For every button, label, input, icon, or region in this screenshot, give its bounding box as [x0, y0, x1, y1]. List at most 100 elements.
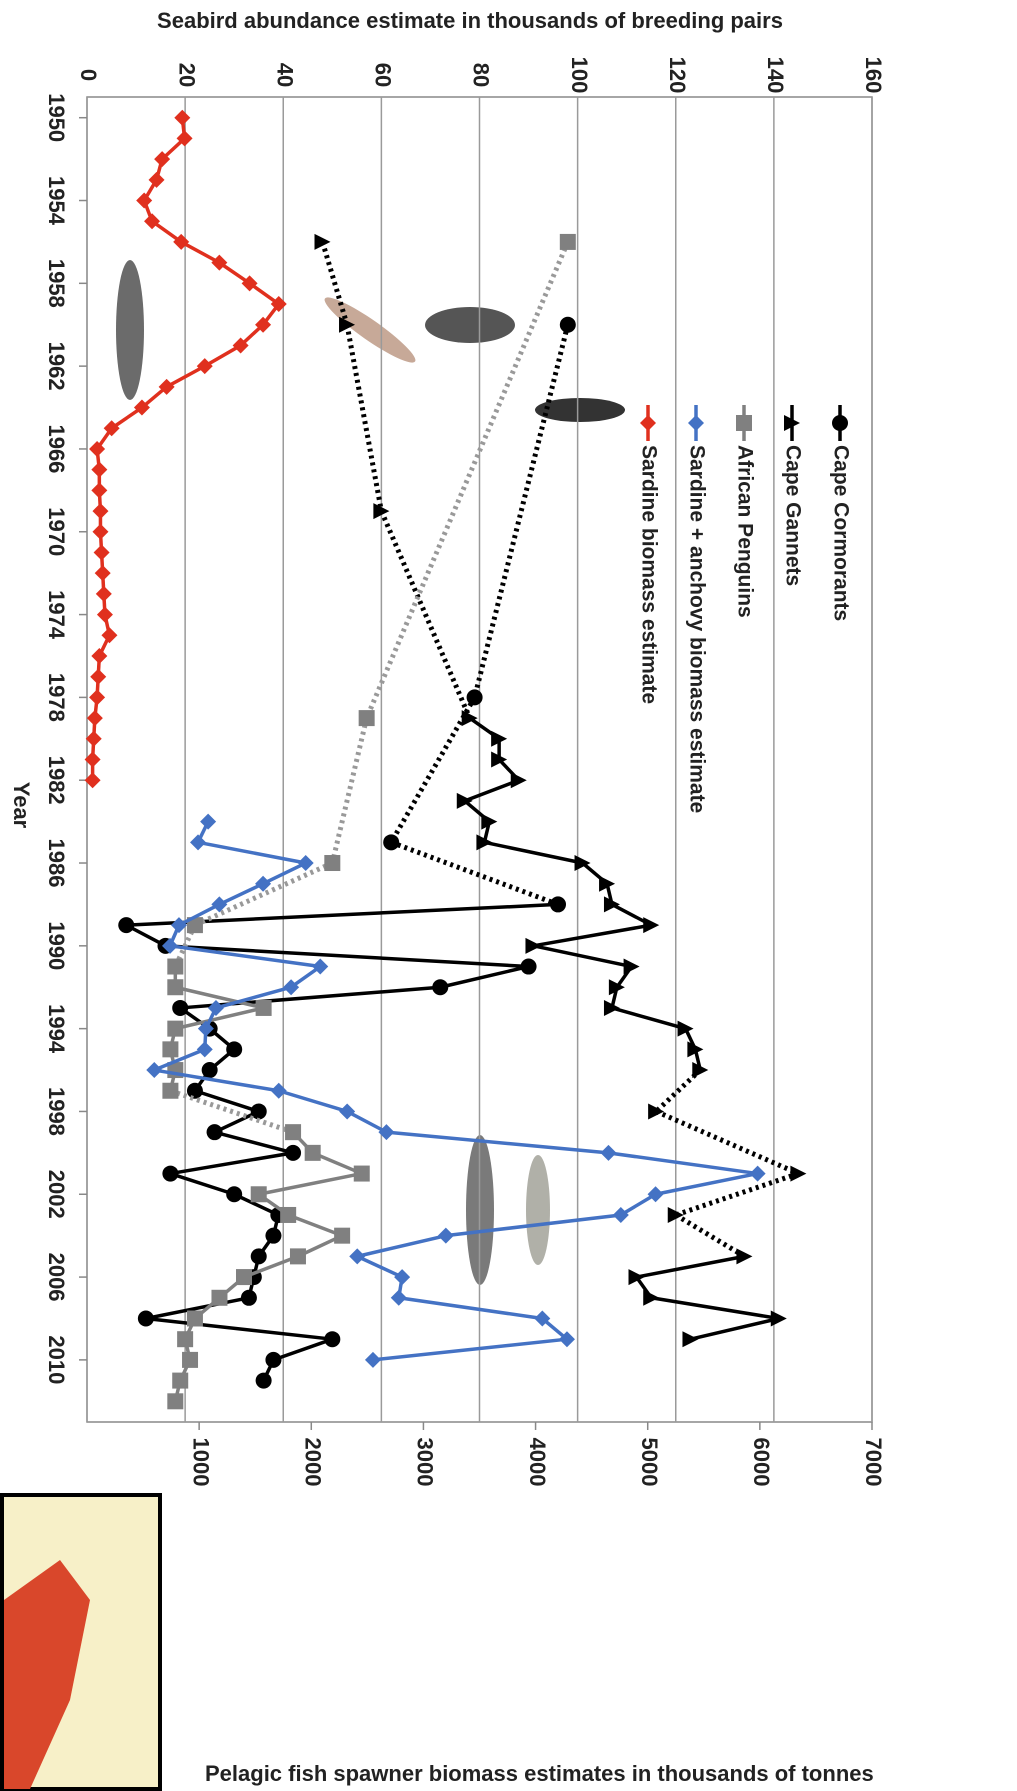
x-tick-label: 2010 — [44, 1335, 69, 1384]
data-point — [162, 1041, 178, 1057]
data-point — [95, 565, 111, 581]
line-segment — [612, 1008, 686, 1029]
data-point — [92, 503, 108, 519]
data-point — [324, 855, 340, 871]
plot-area: 0204060801001201401601000200030004000500… — [44, 57, 886, 1487]
dotted-line-segment — [475, 325, 568, 698]
y-tick-label: 100 — [567, 57, 592, 94]
data-point — [251, 1248, 267, 1264]
line-segment — [347, 1111, 386, 1132]
data-point — [87, 710, 103, 726]
data-point — [736, 1248, 752, 1264]
data-point — [94, 544, 110, 560]
data-point — [167, 979, 183, 995]
line-segment — [166, 946, 529, 967]
data-point — [365, 1352, 381, 1368]
line-segment — [465, 780, 519, 801]
line-segment — [621, 1194, 656, 1215]
data-point — [241, 1290, 257, 1306]
line-segment — [357, 1256, 402, 1277]
line-segment — [373, 1339, 567, 1360]
data-point — [648, 1186, 664, 1202]
data-point — [91, 462, 107, 478]
data-point — [643, 1290, 659, 1306]
x-axis-title: Year — [9, 782, 34, 829]
data-point — [226, 1041, 242, 1057]
data-point — [285, 1145, 301, 1161]
line-segment — [181, 242, 219, 263]
line-segment — [533, 925, 651, 946]
y-tick-label: 60 — [371, 63, 396, 87]
data-point — [648, 1103, 664, 1119]
y2-tick-label: 1000 — [188, 1438, 213, 1487]
data-point — [560, 234, 576, 250]
data-point — [432, 979, 448, 995]
data-point — [682, 1331, 698, 1347]
data-point — [101, 627, 117, 643]
data-point — [255, 876, 271, 892]
y-tick-label: 160 — [861, 57, 886, 94]
data-point — [624, 959, 640, 975]
data-point — [354, 1166, 370, 1182]
data-point — [265, 1228, 281, 1244]
data-point — [560, 317, 576, 333]
data-point — [305, 1145, 321, 1161]
data-point — [678, 1021, 694, 1037]
legend-label: Sardine + anchovy biomass estimate — [685, 445, 708, 813]
line-segment — [533, 946, 631, 967]
data-point — [359, 710, 375, 726]
data-point — [138, 1310, 154, 1326]
data-point — [146, 1062, 162, 1078]
x-tick-label: 1966 — [44, 424, 69, 473]
data-point — [467, 689, 483, 705]
line-segment — [440, 967, 528, 988]
fish-icon — [116, 260, 144, 400]
data-point — [256, 1000, 272, 1016]
data-point — [167, 959, 183, 975]
y2-tick-label: 6000 — [749, 1438, 774, 1487]
x-tick-label: 1978 — [44, 673, 69, 722]
fish-icon — [526, 1155, 550, 1265]
dotted-line-segment — [381, 511, 469, 718]
data-point — [391, 1290, 407, 1306]
data-point — [207, 1124, 223, 1140]
data-point — [187, 1310, 203, 1326]
y2-tick-label: 7000 — [861, 1438, 886, 1487]
y-tick-label: 80 — [469, 63, 494, 87]
data-point — [89, 689, 105, 705]
data-point — [251, 1186, 267, 1202]
data-point — [285, 1124, 301, 1140]
bird-icon — [319, 290, 421, 369]
data-point — [202, 1062, 218, 1078]
data-point — [162, 1083, 178, 1099]
data-point — [208, 1000, 224, 1016]
data-point — [271, 1083, 287, 1099]
x-tick-label: 2006 — [44, 1253, 69, 1302]
chart-title: Seabird abundance estimate in thousands … — [157, 8, 783, 33]
x-tick-label: 1970 — [44, 507, 69, 556]
data-point — [550, 896, 566, 912]
data-point — [256, 1373, 272, 1389]
illustrations — [116, 260, 625, 1285]
data-point — [118, 917, 134, 933]
line-segment — [198, 842, 306, 863]
data-point — [226, 1186, 242, 1202]
y-tick-label: 140 — [763, 57, 788, 94]
x-tick-label: 1950 — [44, 93, 69, 142]
data-point — [92, 524, 108, 540]
line-segment — [219, 884, 263, 905]
line-segment — [215, 1132, 294, 1153]
data-point — [187, 1083, 203, 1099]
data-point — [334, 1228, 350, 1244]
x-tick-label: 1998 — [44, 1087, 69, 1136]
data-point — [790, 1166, 806, 1182]
dotted-line-segment — [656, 1111, 798, 1173]
line-segment — [146, 1318, 332, 1339]
data-point — [339, 1103, 355, 1119]
data-point — [525, 938, 541, 954]
line-segment — [273, 1339, 332, 1360]
data-point — [211, 1290, 227, 1306]
data-point — [97, 607, 113, 623]
map-inset — [2, 1495, 160, 1789]
line-segment — [259, 1174, 362, 1195]
